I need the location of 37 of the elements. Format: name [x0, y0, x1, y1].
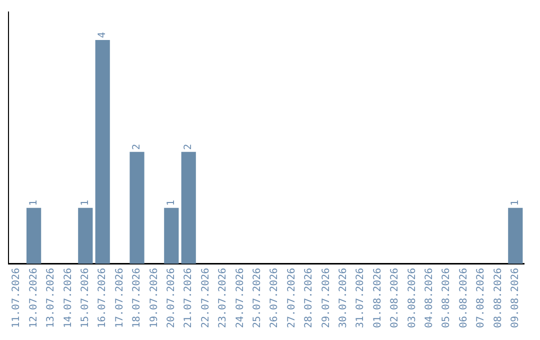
x-tick-label: 03.08.2026 [406, 268, 418, 328]
data-label: 2 [183, 144, 194, 150]
x-tick-label: 01.08.2026 [372, 268, 384, 328]
x-tick-label: 31.07.2026 [355, 268, 366, 328]
data-label: 1 [28, 200, 40, 206]
x-tick-label: 02.08.2026 [390, 268, 401, 328]
x-tick-label: 15.07.2026 [80, 268, 91, 328]
x-tick-label: 27.07.2026 [286, 268, 298, 328]
x-tick-label: 25.07.2026 [252, 268, 263, 328]
x-tick-label: 24.07.2026 [234, 268, 246, 328]
x-tick-label: 23.07.2026 [218, 268, 229, 328]
x-tick-label: 19.07.2026 [148, 268, 160, 328]
x-tick-label: 21.07.2026 [183, 268, 194, 328]
x-tick-label: 11.07.2026 [11, 268, 22, 328]
x-tick-label: 12.07.2026 [28, 268, 40, 328]
x-tick-label: 29.07.2026 [320, 268, 332, 328]
data-label: 4 [97, 32, 108, 38]
x-tick-label: 09.08.2026 [510, 268, 521, 328]
x-tick-label: 07.08.2026 [476, 268, 487, 328]
x-tick-label: 06.08.2026 [458, 268, 470, 328]
x-tick-label: 20.07.2026 [166, 268, 177, 328]
x-tick-label: 16.07.2026 [97, 268, 108, 328]
data-label: 2 [132, 144, 143, 150]
x-tick-label: 05.08.2026 [441, 268, 452, 328]
x-tick-label: 26.07.2026 [269, 268, 280, 328]
data-label: 1 [166, 200, 177, 206]
x-tick-label: 17.07.2026 [114, 268, 126, 328]
x-tick-label: 18.07.2026 [132, 268, 143, 328]
x-tick-label: 13.07.2026 [46, 268, 57, 328]
x-tick-label: 28.07.2026 [304, 268, 315, 328]
x-tick-label: 08.08.2026 [492, 268, 504, 328]
x-tick-label: 22.07.2026 [200, 268, 212, 328]
x-tick-label: 14.07.2026 [62, 268, 74, 328]
x-tick-label: 30.07.2026 [338, 268, 349, 328]
data-label: 1 [80, 200, 91, 206]
data-label: 1 [510, 200, 521, 206]
x-tick-label: 04.08.2026 [424, 268, 435, 328]
